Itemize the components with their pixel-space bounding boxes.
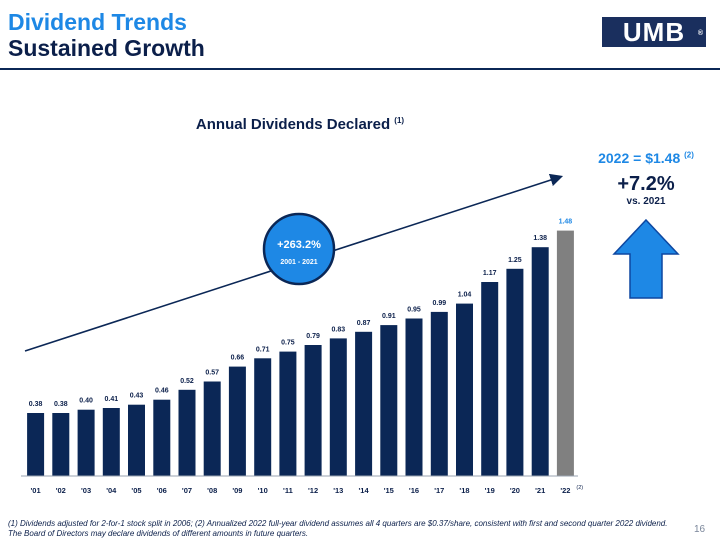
growth-badge-period: 2001 - 2021 [280, 259, 317, 266]
x-tick-1: '02 [56, 486, 66, 495]
data-label-11: 0.79 [306, 333, 320, 340]
data-label-13: 0.87 [357, 320, 371, 327]
bar-12 [329, 338, 347, 476]
chart-title-text: Annual Dividends Declared [195, 116, 391, 133]
x-tick-5: '06 [157, 486, 167, 495]
bars-group: 0.38 '01 0.38 '02 0.40 '03 0.41 '04 0.43 '05 0.46 '… [21, 219, 583, 495]
slide-title: Dividend Trends Sustained Growth [8, 9, 205, 61]
dividend-2022-text: 2022 = $1.48 [598, 150, 681, 166]
bar-6 [178, 389, 196, 476]
data-label-3: 0.41 [104, 396, 118, 403]
data-label-8: 0.66 [231, 355, 245, 362]
bar-15 [405, 318, 423, 476]
trend-group: +263.2% 2001 - 2021 [24, 173, 564, 352]
data-label-5: 0.46 [155, 388, 169, 395]
data-label-4: 0.43 [130, 393, 144, 400]
x-tick-10: '11 [283, 486, 293, 495]
data-label-18: 1.17 [483, 270, 497, 277]
data-label-14: 0.91 [382, 313, 396, 320]
bar-21 [556, 230, 574, 476]
vs-prior-year-label: vs. 2021 [626, 196, 666, 207]
bar-11 [304, 345, 322, 476]
data-label-0: 0.38 [29, 401, 43, 408]
bar-17 [456, 303, 473, 476]
bar-0 [27, 413, 45, 476]
x-tick-9: '10 [258, 486, 268, 495]
x-tick-4: '05 [131, 486, 141, 495]
up-arrow-icon [612, 218, 680, 299]
data-label-16: 0.99 [432, 300, 446, 307]
logo-text: UMB [622, 17, 686, 47]
data-label-10: 0.75 [281, 340, 295, 347]
bar-14 [380, 325, 398, 476]
data-label-19: 1.25 [508, 257, 522, 264]
x-tick-20: '21 [535, 486, 545, 495]
data-label-20: 1.38 [533, 235, 547, 242]
bar-3 [102, 408, 120, 476]
data-label-2: 0.40 [79, 398, 93, 405]
data-label-21: 1.48 [559, 219, 573, 226]
x-tick-2: '03 [81, 486, 91, 495]
x-tick-14: '15 [384, 486, 394, 495]
data-label-12: 0.83 [331, 326, 345, 333]
bar-19 [506, 268, 524, 477]
x-tick-11: '12 [308, 486, 318, 495]
chart-title-footnote-ref: (1) [394, 116, 405, 125]
x-tick-8: '09 [232, 486, 242, 495]
bar-18 [481, 282, 499, 476]
x-tick-15: '16 [409, 486, 419, 495]
dividend-2022-label: 2022 = $1.48 (2) [586, 150, 706, 166]
data-label-7: 0.57 [205, 370, 219, 377]
bar-1 [52, 413, 70, 476]
x-tick-21: '22 [560, 486, 570, 495]
x-tick-17: '18 [459, 486, 469, 495]
x-tick-19: '20 [510, 486, 520, 495]
bar-20 [531, 247, 549, 476]
bar-5 [153, 399, 171, 476]
title-divider [0, 68, 720, 70]
x-tick-footnote-ref: (2) [576, 485, 583, 491]
slide-title-line2: Sustained Growth [8, 35, 205, 61]
x-tick-13: '14 [359, 486, 370, 495]
logo-registered-mark: ® [697, 30, 704, 37]
x-tick-3: '04 [106, 486, 117, 495]
bar-16 [430, 311, 448, 476]
x-tick-6: '07 [182, 486, 192, 495]
footnote: (1) Dividends adjusted for 2-for-1 stock… [8, 519, 668, 538]
x-tick-18: '19 [485, 486, 495, 495]
growth-badge [262, 212, 336, 286]
slide-title-line1: Dividend Trends [8, 9, 187, 35]
bar-10 [279, 351, 297, 476]
bar-8 [228, 366, 246, 476]
growth-percent: +7.2% [617, 173, 675, 195]
data-label-1: 0.38 [54, 401, 68, 408]
x-tick-16: '17 [434, 486, 444, 495]
x-tick-0: '01 [31, 486, 41, 495]
bar-9 [254, 358, 272, 476]
dividend-2022-footnote-ref: (2) [684, 150, 694, 160]
bar-2 [77, 409, 95, 476]
bar-7 [203, 381, 221, 476]
x-tick-7: '08 [207, 486, 217, 495]
bar-4 [128, 404, 145, 476]
x-tick-12: '13 [333, 486, 343, 495]
data-label-6: 0.52 [180, 378, 194, 385]
chart-title: Annual Dividends Declared (1) [150, 116, 450, 133]
page-number: 16 [694, 524, 706, 535]
umb-logo: UMB ® [602, 17, 706, 47]
data-label-15: 0.95 [407, 307, 421, 314]
data-label-17: 1.04 [458, 292, 472, 299]
growth-badge-value: +263.2% [277, 239, 321, 251]
bar-13 [355, 331, 373, 476]
data-label-9: 0.71 [256, 346, 270, 353]
